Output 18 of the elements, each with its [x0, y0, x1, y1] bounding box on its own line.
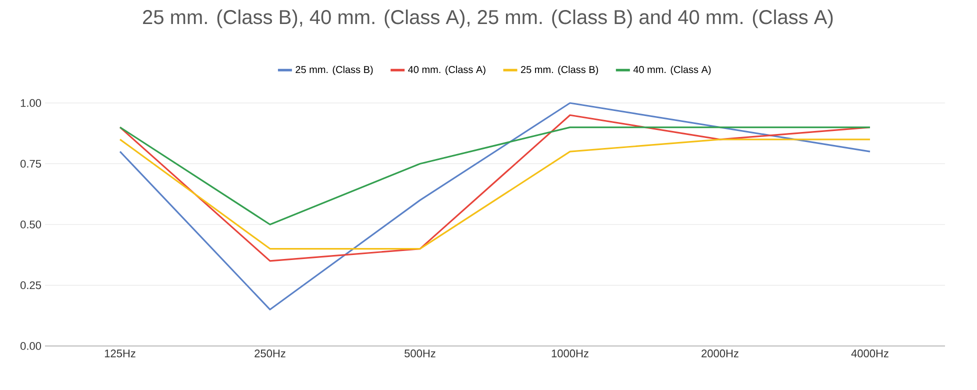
y-tick-label: 0.50 [20, 220, 42, 228]
x-tick-label: 2000Hz [702, 350, 738, 358]
x-tick-label: 250Hz [254, 350, 286, 358]
x-tick-label: 4000Hz [851, 350, 888, 358]
legend-label: 40 mm. (Class A) [633, 66, 711, 76]
y-tick-label: 0.00 [20, 342, 42, 350]
legend-label: 25 mm. (Class B) [296, 66, 373, 76]
x-tick-label: 1000Hz [552, 350, 588, 358]
y-tick-label: 0.75 [20, 160, 42, 168]
x-tick-label: 500Hz [404, 350, 436, 358]
y-tick-label: 1.00 [20, 99, 42, 107]
legend-label: 40 mm. (Class A) [408, 66, 486, 76]
x-tick-label: 125Hz [104, 350, 136, 358]
y-tick-label: 0.25 [20, 281, 42, 290]
chart-title: 25 mm. (Class B), 40 mm. (Class A), 25 mm. (Class B) and 40 mm. (Class A) [143, 10, 833, 28]
line-series [119, 102, 871, 310]
line-series [119, 114, 871, 262]
legend-label: 25 mm. (Class B) [521, 66, 598, 76]
